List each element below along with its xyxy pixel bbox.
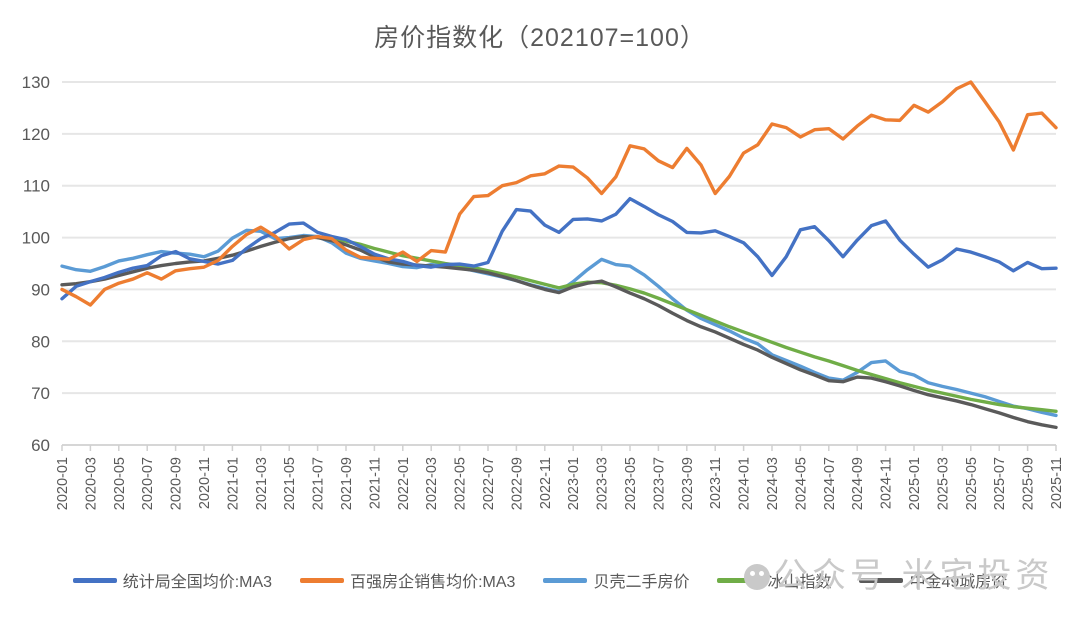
x-axis-tick-label: 2020-11 (197, 457, 213, 509)
y-axis-tick-label: 120 (22, 125, 50, 144)
x-axis-tick-label: 2022-05 (453, 457, 469, 510)
legend-item-label: 百强房企销售均价:MA3 (350, 574, 516, 591)
y-axis-tick-label: 100 (22, 229, 50, 248)
legend-swatch-icon (717, 577, 762, 583)
x-axis-tick-label: 2025-07 (992, 457, 1008, 510)
x-axis-tick-label: 2022-11 (538, 457, 554, 509)
y-axis-tick-label: 110 (23, 177, 50, 196)
x-axis-tick-label: 2023-07 (651, 457, 667, 510)
chart-legend: 统计局全国均价:MA3 百强房企销售均价:MA3 贝壳二手房价 冰山指数 中金49城房价 (0, 562, 1080, 598)
x-axis-tick-label: 2022-07 (481, 457, 497, 510)
legend-item-label: 中金49城房价 (909, 574, 1008, 591)
y-axis-tick-label: 90 (31, 280, 50, 299)
x-axis-tick-label: 2024-03 (765, 457, 781, 510)
x-axis-tick-label: 2024-07 (822, 457, 838, 510)
x-axis-tick-label: 2021-03 (254, 457, 270, 510)
x-axis-tick-label: 2023-11 (708, 457, 724, 509)
legend-swatch-icon (300, 577, 345, 583)
legend-item-4[interactable]: 中金49城房价 (859, 568, 1007, 592)
x-axis-tick-label: 2024-05 (793, 457, 809, 510)
x-axis-tick-label: 2020-05 (112, 457, 128, 510)
x-axis-tick-label: 2023-01 (566, 457, 582, 510)
legend-item-3[interactable]: 冰山指数 (717, 568, 831, 592)
legend-item-label: 统计局全国均价:MA3 (122, 574, 273, 591)
legend-swatch-icon (72, 577, 117, 583)
x-axis-tick-label: 2025-03 (935, 457, 951, 510)
series-line-0 (60, 196, 1058, 301)
x-axis-tick-label: 2021-09 (339, 457, 355, 510)
x-axis-tick-label: 2021-07 (311, 457, 327, 510)
x-axis-tick-label: 2024-09 (850, 457, 866, 510)
series-line-1 (60, 80, 1058, 307)
y-axis-tick-label: 80 (31, 332, 50, 351)
x-axis-tick-label: 2020-09 (169, 457, 185, 510)
series-line-3 (315, 235, 1058, 413)
x-axis-tick-label: 2021-05 (282, 457, 298, 510)
y-axis-tick-label: 60 (31, 436, 50, 455)
x-axis-tick-label: 2021-11 (367, 457, 383, 509)
x-axis-tick-label: 2023-09 (680, 457, 696, 510)
x-axis-tick-label: 2023-05 (623, 457, 639, 510)
x-axis-tick-label: 2024-01 (737, 457, 753, 510)
legend-swatch-icon (543, 577, 588, 583)
x-axis-tick-label: 2024-11 (879, 457, 895, 509)
legend-item-label: 贝壳二手房价 (593, 574, 690, 591)
x-axis-tick-label: 2022-03 (424, 457, 440, 510)
legend-swatch-icon (859, 577, 904, 583)
x-axis-tick-label: 2022-01 (396, 457, 412, 510)
series-line-4 (60, 234, 1058, 430)
x-axis-tick-label: 2021-01 (225, 457, 241, 510)
x-axis-tick-label: 2020-01 (55, 457, 71, 510)
x-axis-tick-label: 2020-03 (83, 457, 99, 510)
y-axis-tick-label: 130 (22, 73, 50, 92)
chart-title: 房价指数化（202107=100） (374, 24, 706, 52)
x-axis-tick-label: 2025-09 (1021, 457, 1037, 510)
legend-item-1[interactable]: 百强房企销售均价:MA3 (300, 568, 515, 592)
x-axis-tick-label: 2025-05 (964, 457, 980, 510)
x-axis-tick-label: 2023-03 (595, 457, 611, 510)
y-axis-tick-label: 70 (31, 384, 50, 403)
x-axis-tick-label: 2025-01 (907, 457, 923, 510)
legend-item-0[interactable]: 统计局全国均价:MA3 (72, 568, 273, 592)
x-axis-tick-label: 2022-09 (509, 457, 525, 510)
x-axis-tick-label: 2025-11 (1049, 457, 1065, 509)
x-axis-tick-label: 2020-07 (140, 457, 156, 510)
legend-item-label: 冰山指数 (767, 574, 832, 591)
legend-item-2[interactable]: 贝壳二手房价 (543, 568, 689, 592)
